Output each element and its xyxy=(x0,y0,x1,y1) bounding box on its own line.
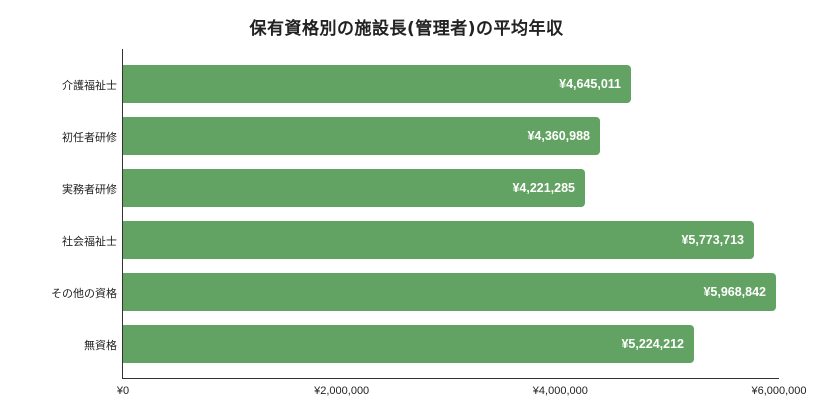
y-axis-line xyxy=(122,49,123,379)
category-label: 実務者研修 xyxy=(62,183,117,196)
bar: ¥5,224,212 xyxy=(123,325,694,363)
x-tick-label: ¥6,000,000 xyxy=(751,385,807,397)
category-label: 無資格 xyxy=(84,339,117,352)
category-label: 介護福祉士 xyxy=(62,79,117,92)
bar: ¥4,645,011 xyxy=(123,65,631,103)
bar: ¥4,221,285 xyxy=(123,169,585,207)
bar: ¥4,360,988 xyxy=(123,117,600,155)
bar-value-label: ¥4,645,011 xyxy=(559,77,621,91)
bar-value-label: ¥5,224,212 xyxy=(621,337,684,351)
x-tick-label: ¥2,000,000 xyxy=(314,385,370,397)
x-tick-label: ¥0 xyxy=(116,385,130,397)
bar-value-label: ¥4,221,285 xyxy=(512,181,575,195)
category-label: 社会福祉士 xyxy=(62,235,117,248)
bar-value-label: ¥5,773,713 xyxy=(681,233,744,247)
bar: ¥5,968,842 xyxy=(123,273,776,311)
category-label: 初任者研修 xyxy=(62,131,117,144)
x-tick-label: ¥4,000,000 xyxy=(532,385,588,397)
category-label: その他の資格 xyxy=(51,287,117,300)
x-axis-line xyxy=(122,378,779,379)
chart-title: 保有資格別の施設長(管理者)の平均年収 xyxy=(249,19,564,39)
bar: ¥5,773,713 xyxy=(123,221,754,259)
bar-value-label: ¥5,968,842 xyxy=(703,285,766,299)
bar-value-label: ¥4,360,988 xyxy=(527,129,590,143)
